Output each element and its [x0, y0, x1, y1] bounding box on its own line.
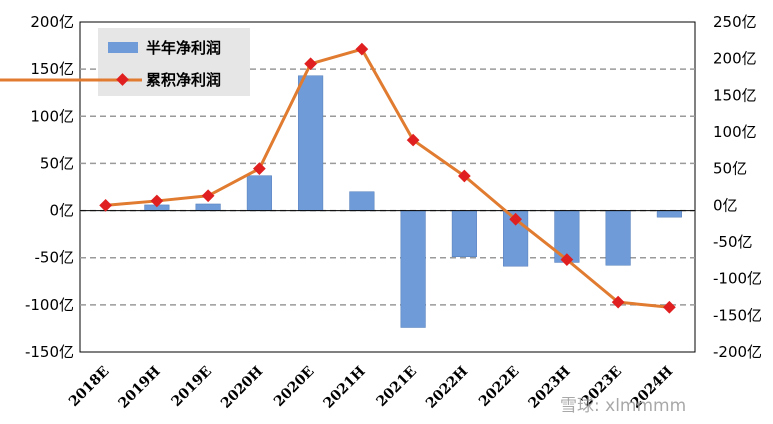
watermark-text: 雪球: xlmmmm	[560, 396, 686, 416]
line-point-2019E	[201, 189, 215, 203]
x-tick-label: 2022E	[476, 364, 522, 410]
right-tick-label: -150亿	[713, 306, 762, 324]
right-axis-ticks: 250亿 200亿 150亿 100亿 50亿 0亿 -50亿 -100亿 -150亿 -200亿	[713, 13, 762, 361]
x-tick-label: 2019H	[115, 364, 163, 412]
left-tick-label: -50亿	[35, 249, 75, 267]
line-point-2019H	[150, 194, 164, 208]
bar-2022H	[451, 210, 477, 258]
bar-2021E	[400, 210, 426, 328]
right-tick-label: -50亿	[713, 233, 753, 251]
line-point-2020H	[253, 162, 266, 176]
bar-2019E	[195, 203, 221, 211]
bar-2020E	[298, 75, 324, 211]
legend-bar-swatch	[108, 42, 138, 53]
right-tick-label: 150亿	[713, 86, 757, 104]
right-tick-label: 250亿	[713, 13, 757, 31]
left-tick-label: 150亿	[30, 60, 74, 78]
left-tick-label: 100亿	[30, 107, 74, 125]
bar-2021H	[349, 191, 375, 211]
legend-label-bar: 半年净利润	[146, 39, 221, 57]
bar-2023E	[605, 210, 631, 266]
line-point-2022H	[458, 169, 471, 183]
left-tick-label: 0亿	[49, 202, 74, 220]
x-tick-label: 2021H	[320, 364, 368, 412]
line-point-2021H	[355, 42, 369, 56]
x-tick-label: 2022H	[423, 364, 471, 412]
right-tick-label: -200亿	[713, 343, 762, 361]
bar-series	[80, 75, 695, 328]
left-tick-label: -100亿	[25, 296, 74, 314]
right-tick-label: 50亿	[713, 160, 747, 178]
right-tick-label: 0亿	[713, 196, 738, 214]
left-axis-ticks: 200亿 150亿 100亿 50亿 0亿 -50亿 -100亿 -150亿	[25, 13, 74, 361]
left-tick-label: 50亿	[40, 154, 74, 172]
left-tick-label: -150亿	[25, 343, 74, 361]
left-tick-label: 200亿	[30, 13, 74, 31]
legend-label-line: 累积净利润	[146, 71, 221, 89]
right-tick-label: 100亿	[713, 123, 757, 141]
line-point-2020E	[304, 57, 317, 71]
x-tick-label: 2018E	[66, 364, 112, 410]
right-tick-label: -100亿	[713, 270, 762, 288]
cumulative-line	[105, 47, 670, 309]
right-tick-label: 200亿	[713, 50, 757, 68]
legend: 半年净利润 累积净利润	[0, 28, 250, 96]
line-point-2018E	[99, 198, 112, 212]
line-point-2021E	[406, 133, 420, 147]
bar-2020H	[246, 175, 272, 211]
x-tick-label: 2019E	[169, 364, 215, 410]
bar-2024H	[656, 210, 682, 218]
x-tick-label: 2020H	[218, 364, 266, 412]
x-tick-label: 2020E	[271, 364, 317, 410]
x-tick-label: 2021E	[374, 364, 420, 410]
